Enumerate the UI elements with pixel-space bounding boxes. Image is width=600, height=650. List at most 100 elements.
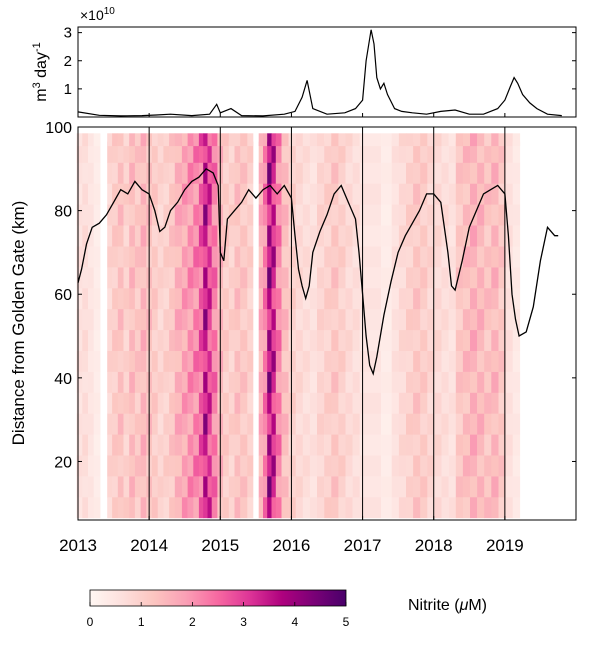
heatmap-cell bbox=[470, 476, 478, 498]
heatmap-cell bbox=[317, 288, 325, 310]
heatmap-cell bbox=[512, 267, 521, 289]
heatmap-cell bbox=[258, 288, 264, 310]
heatmap-cell bbox=[267, 225, 272, 247]
heatmap-cell bbox=[512, 141, 521, 163]
heatmap-cell bbox=[434, 225, 442, 247]
heatmap-cell bbox=[448, 288, 457, 310]
heatmap-cell bbox=[207, 225, 213, 247]
heatmap-cell bbox=[512, 329, 521, 351]
heatmap-cell bbox=[211, 246, 218, 268]
heatmap-cell bbox=[129, 183, 136, 205]
heatmap-cell bbox=[223, 267, 230, 289]
heatmap-cell bbox=[129, 371, 136, 393]
heatmap-cell bbox=[309, 183, 318, 205]
heatmap-cell bbox=[240, 133, 248, 147]
heatmap-cell bbox=[234, 392, 241, 414]
heatmap-cell bbox=[398, 267, 407, 289]
heatmap-cell bbox=[134, 246, 141, 268]
heatmap-cell bbox=[152, 455, 158, 477]
heatmap-cell bbox=[129, 225, 136, 247]
heatmap-cell bbox=[163, 392, 170, 414]
heatmap-cell bbox=[381, 434, 393, 456]
heatmap-cell bbox=[288, 183, 296, 205]
heatmap-cell bbox=[112, 183, 119, 205]
heatmap-cell bbox=[207, 371, 213, 393]
heatmap-cell bbox=[413, 308, 421, 331]
heatmap-cell bbox=[331, 392, 339, 414]
heatmap-cell bbox=[420, 350, 428, 372]
heatmap-cell bbox=[123, 434, 130, 456]
heatmap-cell bbox=[271, 455, 277, 477]
heatmap-cell bbox=[391, 133, 400, 147]
heatmap-cell bbox=[288, 392, 296, 414]
heatmap-cell bbox=[163, 371, 170, 393]
heatmap-cell bbox=[198, 267, 204, 289]
heatmap-cell bbox=[234, 204, 241, 226]
heatmap-cell bbox=[140, 204, 147, 226]
heatmap-cell bbox=[157, 246, 164, 268]
heatmap-cell bbox=[324, 413, 332, 435]
heatmap-cell bbox=[345, 225, 353, 247]
heatmap-cell bbox=[281, 434, 289, 456]
heatmap-cell bbox=[82, 133, 89, 147]
heatmap-cell bbox=[76, 246, 83, 268]
heatmap-cell bbox=[163, 329, 170, 351]
heatmap-cell bbox=[309, 476, 318, 498]
heatmap-cell bbox=[406, 141, 414, 163]
heatmap-cell bbox=[391, 204, 400, 226]
heatmap-cell bbox=[505, 476, 513, 498]
heatmap-cell bbox=[427, 246, 435, 268]
heatmap-cell bbox=[281, 476, 289, 498]
heatmap-cell bbox=[281, 329, 289, 351]
heatmap-cell bbox=[491, 476, 499, 498]
heatmap-cell bbox=[117, 413, 124, 435]
heatmap-cell bbox=[207, 288, 213, 310]
heatmap-cell bbox=[247, 350, 254, 372]
heatmap-cell bbox=[258, 183, 264, 205]
heatmap-cell bbox=[134, 133, 141, 147]
heatmap-cell bbox=[258, 371, 264, 393]
heatmap-cell bbox=[324, 183, 332, 205]
heatmap-cell bbox=[406, 308, 414, 331]
heatmap-cell bbox=[295, 476, 304, 498]
heatmap-cell bbox=[441, 308, 449, 331]
heatmap-cell bbox=[302, 371, 311, 393]
heatmap-cell bbox=[152, 308, 158, 331]
heatmap-cell bbox=[398, 183, 407, 205]
heatmap-cell bbox=[117, 288, 124, 310]
heatmap-cell bbox=[455, 329, 464, 351]
heatmap-cell bbox=[240, 455, 248, 477]
heatmap-cell bbox=[275, 162, 282, 184]
heatmap-cell bbox=[211, 413, 218, 435]
heatmap-cell bbox=[406, 497, 414, 519]
heatmap-cell bbox=[263, 497, 268, 519]
heatmap-cell bbox=[295, 204, 304, 226]
heatmap-cell bbox=[491, 183, 499, 205]
heatmap-cell bbox=[88, 183, 94, 205]
heatmap-cell bbox=[359, 497, 382, 519]
heatmap-cell bbox=[157, 288, 164, 310]
heatmap-cell bbox=[441, 350, 449, 372]
heatmap-cell bbox=[345, 141, 353, 163]
heatmap-cell bbox=[193, 413, 200, 435]
heatmap-cell bbox=[157, 392, 164, 414]
heatmap-cell bbox=[462, 329, 471, 351]
heatmap-cell bbox=[117, 392, 124, 414]
heatmap-cell bbox=[302, 267, 311, 289]
heatmap-cell bbox=[187, 497, 194, 519]
heatmap-cell bbox=[302, 413, 311, 435]
heatmap-cell bbox=[134, 183, 141, 205]
heatmap-cell bbox=[258, 497, 264, 519]
heatmap-cell bbox=[455, 413, 464, 435]
heatmap-cell bbox=[477, 204, 485, 226]
heatmap-cell bbox=[234, 476, 241, 498]
tick-label: 4 bbox=[291, 615, 298, 629]
heatmap-cell bbox=[331, 288, 339, 310]
heatmap-cell bbox=[174, 497, 183, 519]
heatmap-cell bbox=[381, 329, 393, 351]
heatmap-cell bbox=[93, 476, 101, 498]
heatmap-cell bbox=[470, 246, 478, 268]
heatmap-cell bbox=[470, 497, 478, 519]
heatmap-cell bbox=[82, 141, 89, 163]
heatmap-cell bbox=[427, 455, 435, 477]
